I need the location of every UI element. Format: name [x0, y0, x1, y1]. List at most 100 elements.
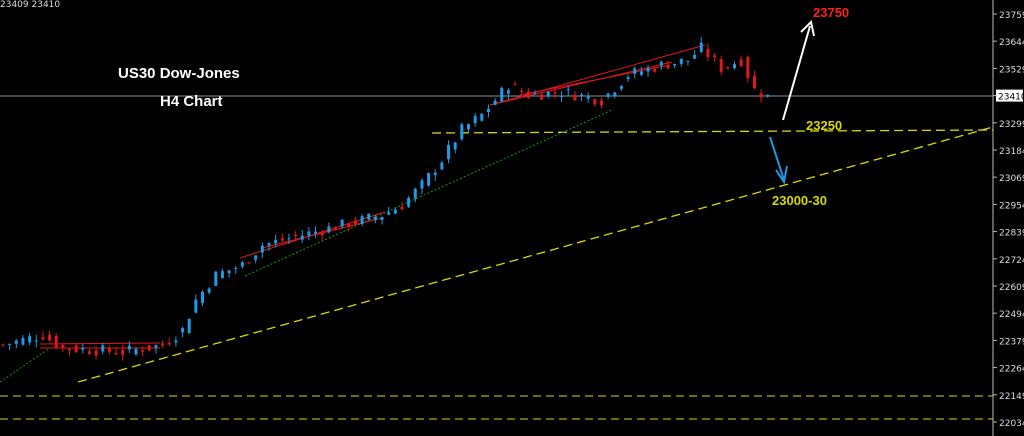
candle — [34, 334, 38, 348]
candle — [300, 229, 304, 243]
candle — [486, 104, 490, 118]
candle-body — [540, 94, 544, 100]
candle — [307, 227, 311, 241]
candle-body — [68, 349, 71, 351]
candle — [214, 270, 218, 286]
candle-body — [147, 345, 151, 351]
candle — [520, 87, 524, 94]
candle — [653, 66, 657, 74]
candle — [367, 213, 371, 221]
candle — [619, 85, 623, 92]
candle — [733, 61, 736, 70]
candle-body — [566, 89, 570, 91]
candle — [121, 344, 125, 361]
candle — [127, 341, 131, 354]
candle-body — [360, 216, 364, 224]
candle-body — [81, 348, 85, 350]
candle-body — [87, 351, 91, 355]
candle — [154, 344, 158, 354]
candle — [506, 88, 510, 100]
candle — [540, 91, 544, 100]
candle — [639, 66, 643, 77]
candle-body — [606, 93, 610, 97]
candle — [167, 337, 171, 346]
current-price-box — [996, 89, 1023, 102]
candle-body — [480, 113, 484, 121]
up-arrow-head-icon — [800, 19, 815, 37]
candle-body — [706, 48, 710, 58]
candle — [413, 187, 417, 203]
candle-body — [619, 85, 623, 89]
candle — [181, 326, 185, 338]
candle — [573, 91, 577, 101]
candle — [280, 233, 284, 243]
candle-body — [327, 226, 331, 233]
candle-body — [447, 144, 451, 160]
candle — [220, 268, 224, 279]
candle — [254, 255, 258, 264]
candle-body — [653, 69, 657, 72]
candle-body — [340, 219, 344, 227]
candle-body — [520, 90, 524, 93]
candle — [294, 231, 298, 241]
candle-body — [121, 349, 125, 355]
level-label-23000-30: 23000-30 — [772, 193, 827, 208]
candle — [500, 86, 504, 103]
candle-body — [766, 94, 770, 97]
candle — [600, 97, 603, 109]
candle — [393, 207, 397, 214]
candle — [94, 346, 98, 360]
candle-body — [580, 94, 584, 96]
candle-body — [240, 262, 244, 267]
candle-body — [21, 338, 25, 345]
candle — [54, 333, 58, 349]
candle-body — [274, 239, 278, 244]
trendline-red — [489, 44, 706, 106]
candle — [48, 330, 52, 342]
candle-body — [453, 142, 457, 150]
candle-body — [107, 348, 111, 352]
candle-body — [267, 243, 271, 246]
chart-subtitle: H4 Chart — [160, 93, 223, 110]
y-tick-label: 22034 — [999, 419, 1024, 429]
candle-body — [234, 268, 238, 270]
candle — [427, 172, 431, 187]
candle — [334, 226, 337, 231]
support-line-23250 — [431, 129, 994, 134]
candle-body — [48, 334, 52, 341]
candle — [327, 222, 331, 234]
candle — [586, 92, 590, 103]
candle-body — [373, 216, 377, 221]
y-tick-label: 22954 — [999, 201, 1024, 211]
candle-body — [94, 350, 98, 356]
candle — [679, 58, 683, 67]
level-label-23250: 23250 — [806, 118, 842, 133]
y-tick-label: 22839 — [999, 229, 1024, 239]
candle-body — [679, 58, 683, 64]
candle-body — [400, 206, 404, 210]
candle-body — [546, 91, 550, 97]
candle — [746, 55, 750, 83]
candle — [633, 66, 637, 79]
candle — [666, 60, 670, 69]
candle — [752, 70, 756, 89]
candle-body — [693, 54, 697, 59]
candle-body — [420, 180, 424, 189]
candle-body — [427, 173, 431, 186]
candle — [387, 206, 391, 216]
candle-body — [294, 234, 298, 237]
candle — [260, 242, 264, 258]
candle — [41, 331, 45, 341]
y-tick-label: 22264 — [999, 365, 1024, 375]
candle-body — [247, 262, 251, 264]
candle-body — [659, 61, 663, 66]
candle-body — [666, 65, 670, 69]
candle-body — [726, 67, 730, 69]
candle — [766, 94, 770, 98]
candle-body — [280, 238, 284, 241]
candle — [706, 43, 710, 62]
candle-body — [739, 59, 743, 66]
candle-body — [74, 345, 78, 352]
candle — [546, 91, 550, 99]
